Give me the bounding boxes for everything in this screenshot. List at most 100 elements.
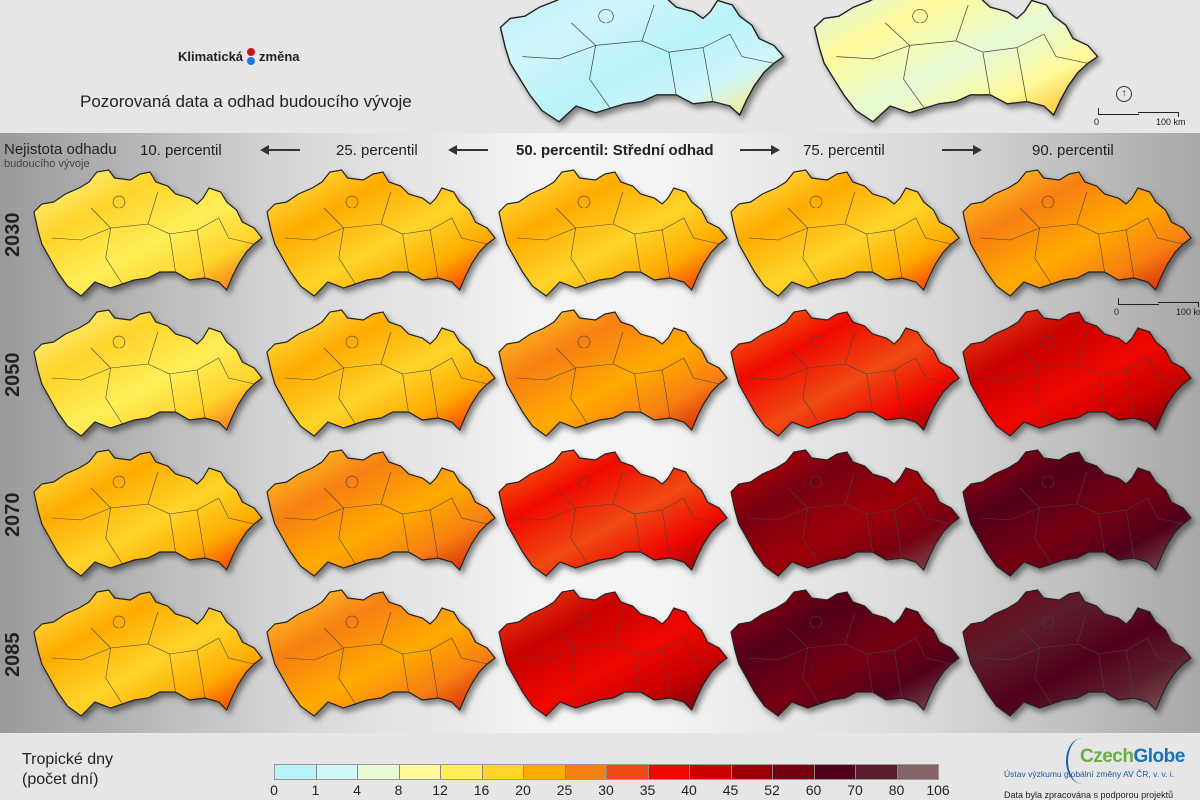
region-border [575,223,641,273]
column-header-p75: 75. percentil [803,142,885,159]
region-border [634,649,671,699]
region-border [555,347,588,425]
klimaticka-zmena-logo: Klimatická změna [178,48,300,65]
czech-outline [499,0,785,123]
legend-swatch [316,765,358,779]
legend-swatch [275,765,317,779]
legend-title-line2: (počet dní) [22,771,99,788]
region-border [1076,471,1088,505]
region-border [147,191,159,225]
map-2030-col3 [497,168,729,298]
region-border [662,637,720,665]
year-label-2070: 2070 [2,492,24,538]
region-border [577,195,591,209]
region-border [380,471,392,505]
year-label-2050: 2050 [2,352,24,398]
region-border [809,615,823,629]
uncertainty-subtitle: budoucího vývoje [4,158,90,170]
map-2070-col5 [961,448,1193,578]
map-2050-col2 [265,308,497,438]
region-border [866,229,903,279]
region-border [909,40,991,95]
legend-tick: 1 [311,782,320,798]
logo-text-right: změna [259,49,300,64]
scale-100km: 100 km [1156,117,1186,127]
region-border [836,45,910,60]
region-border [284,507,344,521]
region-border [634,229,671,279]
czech-outline [962,169,1192,297]
region-border [577,335,591,349]
region-border [866,649,903,699]
czech-outline [962,309,1192,437]
region-border [641,4,655,41]
region-border [577,615,591,629]
region-border [1039,363,1105,413]
region-border [955,4,969,41]
map-2070-col4 [729,448,961,578]
legend-swatch [565,765,607,779]
region-border [809,475,823,489]
color-legend [274,764,939,780]
region-border [112,475,126,489]
column-header-p90: 90. percentil [1032,142,1114,159]
region-border [430,357,488,385]
brand-subtitle: Ústav výzkumu globální změny AV ČR, v. v… [1004,769,1175,779]
region-border [894,357,952,385]
region-border [844,191,856,225]
region-border [702,33,774,64]
region-border [748,227,808,241]
region-border [380,331,392,365]
map-2070-col3 [497,448,729,578]
column-header-p25: 25. percentil [336,142,418,159]
region-border [612,331,624,365]
region-border [555,487,588,565]
region-border [894,637,952,665]
legend-swatch [690,765,732,779]
czech-outline [813,0,1099,123]
map-2085-col4 [729,588,961,718]
region-border [343,503,409,553]
czech-outline [498,449,728,577]
region-border [912,9,928,24]
legend-swatch [856,765,898,779]
region-border [787,207,820,285]
scale-zero: 0 [1094,117,1100,127]
subtitle: Pozorovaná data a odhad budoucího vývoje [80,92,412,111]
czech-outline [33,169,263,297]
legend-ticks: 0 1 4 8 12 16 20 25 30 35 40 45 52 60 70 80 106 [270,782,950,798]
legend-tick: 106 [926,782,950,798]
region-border [522,45,596,60]
region-border [345,615,359,629]
region-border [1041,335,1055,349]
observed-map-1 [498,0,786,124]
north-arrow-icon: ↑ [1116,86,1132,102]
region-border [112,335,126,349]
region-border [323,627,356,705]
legend-tick: 70 [847,782,863,798]
region-border [555,627,588,705]
region-border [844,331,856,365]
region-border [430,217,488,245]
column-header-p50: 50. percentil: Střední odhad [516,142,714,159]
region-border [110,503,176,553]
region-border [809,335,823,349]
czech-outline [962,589,1192,717]
region-border [612,471,624,505]
region-border [748,367,808,381]
region-border [844,611,856,645]
scale-100km: 100 km [1176,307,1200,317]
region-border [380,191,392,225]
map-2030-col5 [961,168,1193,298]
region-border [284,227,344,241]
year-label-2085: 2085 [2,632,24,678]
region-border [787,487,820,565]
region-border [345,335,359,349]
legend-swatch [482,765,524,779]
czech-outline [33,589,263,717]
region-border [634,369,671,419]
czech-outline [266,169,496,297]
region-border [1019,207,1052,285]
region-border [1126,637,1184,665]
czech-outline [266,449,496,577]
